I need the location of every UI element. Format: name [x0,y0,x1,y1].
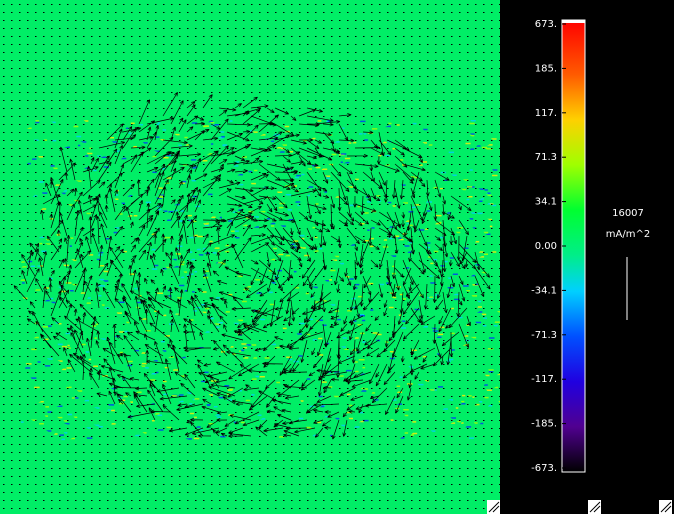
colorbar-tick-label: -673. [531,463,557,474]
colorbar-tick-label: 0.00 [535,241,557,252]
field-speckle [20,120,498,441]
colorbar-tick-label: 34.1 [535,197,557,208]
colorbar-top [562,20,585,23]
resize-grip [488,501,500,513]
colorbar-ticks: 673. 185. 117. 71.3 34.1 0.00 -34.1 -71.3 -117. -… [531,19,566,474]
colorbar-tick-label: 185. [535,63,557,74]
field-arrows [13,92,491,440]
colorbar-panel [500,0,674,514]
vector-field [3,4,503,509]
colorbar-tick-label: -71.3 [531,330,557,341]
resize-grip [589,501,601,513]
scale-value: 16007 [612,208,644,219]
colorbar-tick-label: 71.3 [535,152,557,163]
colorbar-tick-label: -117. [531,374,557,385]
resize-grip [660,501,672,513]
colorbar-tick-label: 117. [535,108,557,119]
colorbar-tick-label: -34.1 [531,285,557,296]
colorbar-tick-label: -185. [531,419,557,430]
scale-unit: mA/m^2 [606,229,650,240]
colorbar-tick-label: 673. [535,19,557,30]
resize-handles [487,500,672,514]
